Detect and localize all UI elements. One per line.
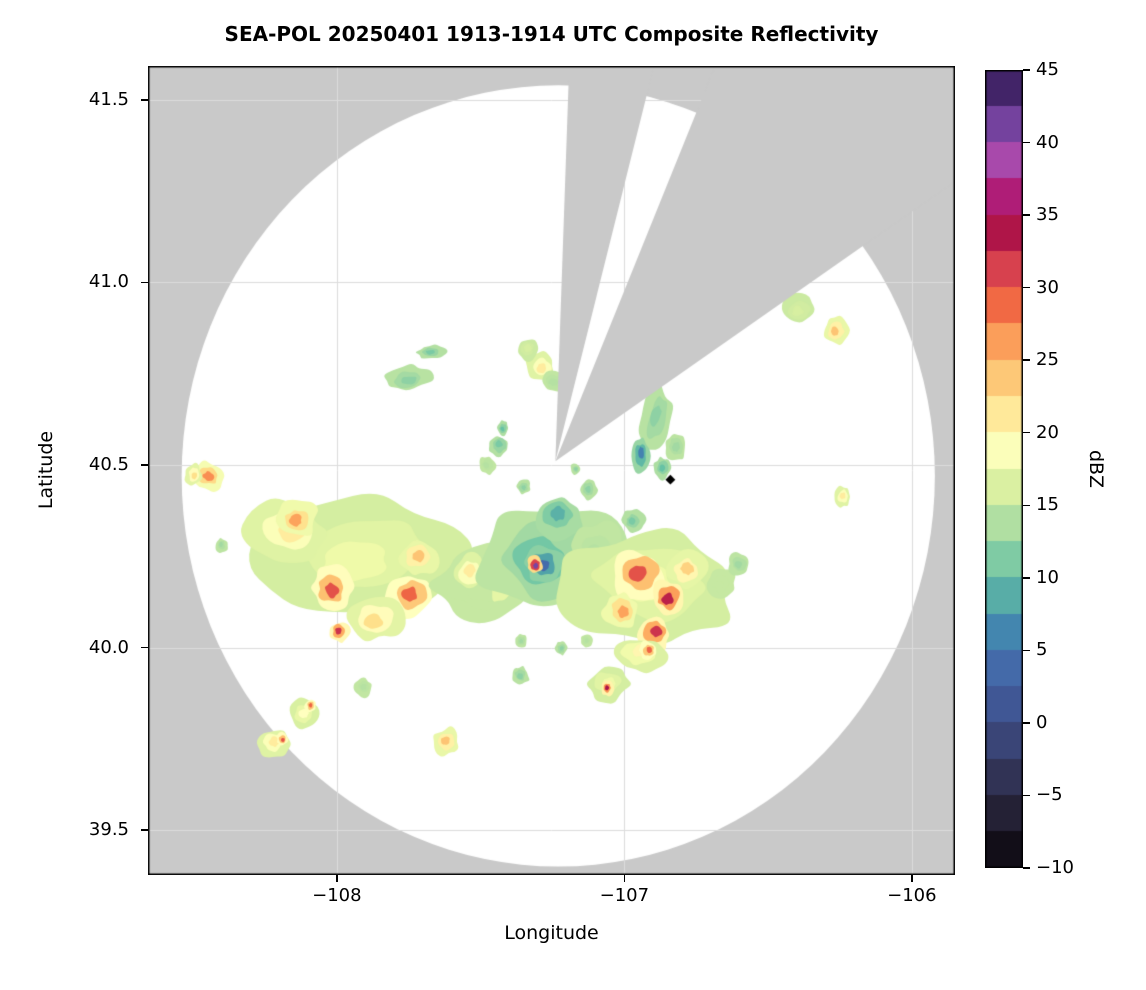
x-tick-label: −108 — [312, 885, 362, 906]
colorbar-canvas — [985, 70, 1023, 868]
colorbar-tick-mark — [1023, 69, 1030, 71]
y-tick-mark — [141, 281, 148, 284]
x-tick-label: −106 — [887, 885, 937, 906]
colorbar-tick-label: 5 — [1036, 639, 1048, 661]
y-tick-mark — [141, 464, 148, 466]
x-tick-mark — [336, 875, 338, 882]
y-tick-mark — [141, 99, 148, 101]
y-tick-mark — [141, 829, 148, 831]
colorbar-tick-mark — [1023, 359, 1030, 361]
y-tick-label: 41.0 — [88, 271, 129, 293]
colorbar-tick-mark — [1023, 431, 1030, 434]
colorbar-tick-label: 35 — [1036, 204, 1059, 226]
x-tick-mark — [911, 875, 913, 882]
colorbar-tick-label: 10 — [1036, 566, 1059, 588]
colorbar-unit-label: dBZ — [1085, 449, 1107, 489]
colorbar-tick-label: 15 — [1036, 494, 1059, 516]
colorbar-tick-mark — [1023, 867, 1030, 869]
y-tick-label: 41.5 — [88, 88, 129, 110]
x-axis-label: Longitude — [504, 922, 599, 944]
colorbar-tick-mark — [1023, 214, 1030, 216]
colorbar-tick-label: 20 — [1036, 421, 1059, 443]
colorbar-tick-label: 25 — [1036, 349, 1059, 371]
y-tick-label: 40.5 — [88, 454, 129, 476]
colorbar-tick-mark — [1023, 649, 1030, 652]
y-tick-mark — [141, 646, 148, 649]
colorbar-tick-mark — [1023, 286, 1030, 289]
colorbar-tick-label: 30 — [1036, 276, 1059, 298]
colorbar-tick-mark — [1023, 504, 1030, 507]
y-tick-label: 40.0 — [88, 636, 129, 658]
colorbar-tick-label: −5 — [1036, 784, 1063, 806]
colorbar-tick-mark — [1023, 577, 1030, 579]
colorbar-tick-label: −10 — [1036, 857, 1074, 878]
colorbar-tick-label: 45 — [1036, 59, 1059, 80]
colorbar-tick-mark — [1023, 722, 1030, 724]
colorbar-tick-label: 40 — [1036, 131, 1059, 153]
x-tick-mark — [623, 875, 626, 882]
colorbar-tick-mark — [1023, 794, 1030, 797]
reflectivity-map-canvas — [148, 66, 955, 875]
colorbar-tick-mark — [1023, 141, 1030, 144]
y-tick-label: 39.5 — [88, 819, 129, 841]
colorbar-tick-label: 0 — [1036, 711, 1048, 733]
x-tick-label: −107 — [599, 885, 650, 906]
chart-title: SEA-POL 20250401 1913-1914 UTC Composite… — [224, 22, 879, 46]
